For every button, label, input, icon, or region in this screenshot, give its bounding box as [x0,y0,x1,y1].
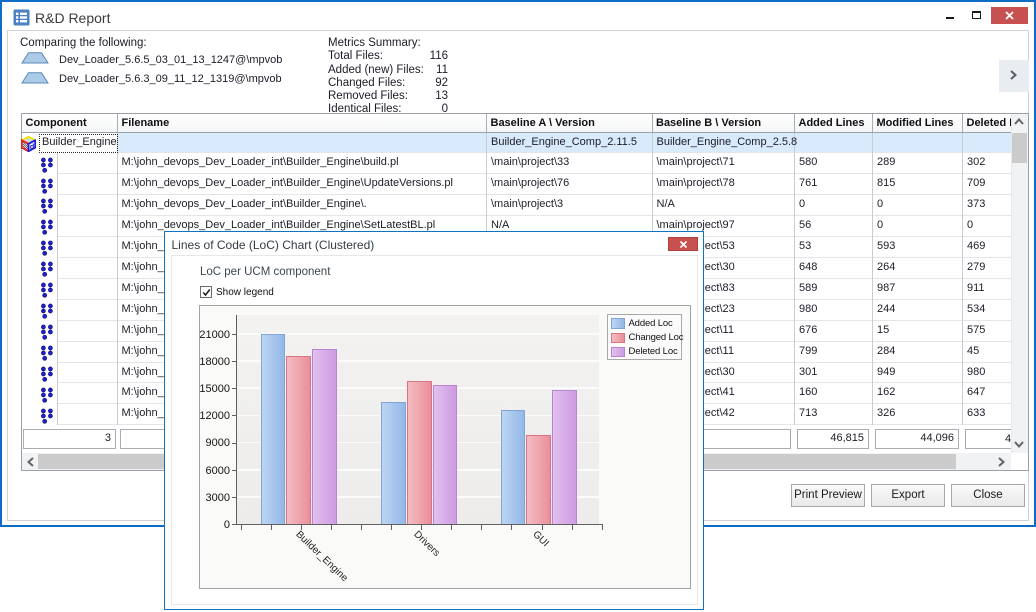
svg-text:d: d [30,142,35,151]
